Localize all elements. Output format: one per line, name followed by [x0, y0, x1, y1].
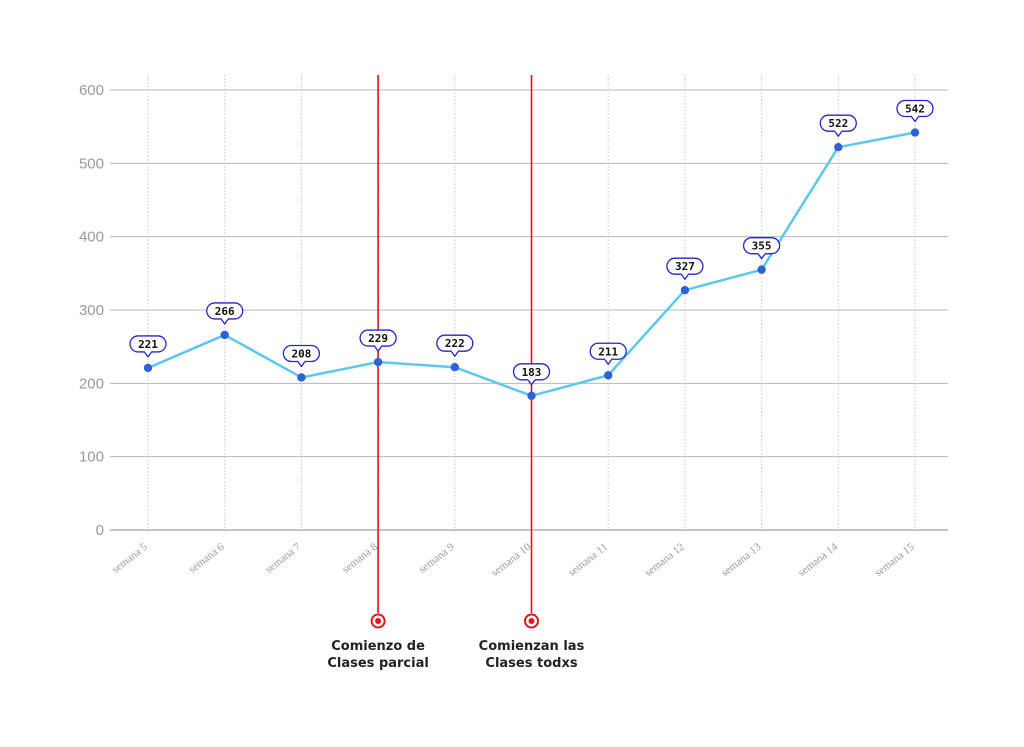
- annotation-text: Clases parcial: [327, 656, 428, 671]
- data-label: 211: [589, 342, 627, 365]
- data-point: [910, 128, 920, 137]
- data-label: 327: [666, 257, 704, 280]
- data-label: 266: [206, 302, 244, 325]
- data-label-text: 266: [215, 305, 235, 318]
- data-label-pointer: [373, 345, 383, 352]
- annotation-text: Clases todxs: [485, 656, 577, 671]
- data-label-text: 355: [752, 240, 772, 253]
- x-tick-label: semana 6: [187, 541, 227, 576]
- data-label-text: 327: [675, 260, 695, 273]
- data-label: 355: [742, 237, 781, 260]
- annotation-text: Comienzan las: [479, 639, 585, 654]
- data-label: 222: [436, 334, 474, 357]
- annotation-text: Comienzo de: [331, 639, 425, 654]
- y-tick-label: 100: [79, 449, 104, 466]
- x-tick-label: semana 8: [340, 541, 380, 576]
- x-tick-label: semana 10: [489, 541, 534, 580]
- data-label-pointer: [296, 360, 306, 368]
- y-grid: [110, 89, 948, 531]
- data-point: [757, 265, 766, 274]
- data-label-pointer: [603, 358, 613, 365]
- annotation-marker-dot: [375, 618, 382, 624]
- y-tick-label: 400: [79, 229, 104, 246]
- data-label-pointer-mask: [451, 349, 458, 352]
- data-label-text: 229: [368, 332, 388, 345]
- data-label-text: 221: [138, 338, 158, 351]
- data-label: 229: [359, 329, 397, 352]
- data-label: 522: [819, 114, 857, 137]
- x-tick-labels: semana 5 semana 6 semana 7 semana 8 semana 9…: [110, 541, 917, 580]
- y-tick-labels: 0 100 200 300 400 500 600: [79, 82, 104, 539]
- data-label-text: 211: [598, 345, 618, 358]
- data-point: [220, 330, 229, 340]
- x-tick-label: semana 13: [719, 541, 764, 580]
- data-label: 183: [512, 363, 551, 386]
- x-tick-label: semana 12: [643, 541, 687, 579]
- annotation-texts: Comienzo de Clases parcial Comienzan las Cl…: [327, 639, 584, 671]
- data-label-pointer: [143, 350, 153, 358]
- data-label-pointer-mask: [605, 357, 612, 360]
- y-tick-label: 600: [79, 82, 104, 99]
- x-tick-label: semana 5: [110, 541, 150, 576]
- data-label-pointer: [910, 115, 920, 123]
- y-tick-label: 0: [96, 522, 104, 539]
- x-tick-label: semana 14: [796, 541, 841, 580]
- data-point: [834, 143, 843, 152]
- data-label-pointer-mask: [221, 316, 228, 320]
- data-label-pointer: [757, 252, 767, 260]
- data-label-text: 208: [291, 347, 311, 360]
- data-label: 542: [896, 99, 934, 123]
- x-tick-label: semana 15: [873, 541, 918, 580]
- data-label-pointer: [833, 130, 843, 137]
- data-points: [143, 128, 920, 400]
- x-tick-label: semana 7: [263, 541, 303, 576]
- data-label-pointer-mask: [144, 349, 152, 353]
- data-label-pointer-mask: [528, 377, 535, 380]
- data-label-text: 183: [522, 366, 542, 379]
- data-label-pointer-mask: [374, 344, 382, 347]
- data-label-pointer: [220, 317, 230, 325]
- x-tick-label: semana 11: [566, 541, 610, 579]
- y-tick-label: 300: [79, 302, 104, 319]
- data-point: [450, 363, 459, 372]
- data-point: [143, 363, 153, 373]
- data-point: [373, 357, 383, 367]
- data-point: [527, 391, 536, 400]
- data-label-pointer-mask: [298, 359, 305, 362]
- data-point: [297, 373, 306, 382]
- data-label-text: 222: [445, 337, 465, 350]
- data-label-text: 542: [905, 103, 925, 116]
- y-tick-label: 200: [79, 375, 104, 392]
- data-label: 208: [282, 344, 321, 368]
- annotation-marker-dot: [528, 618, 535, 624]
- x-tick-label: semana 9: [417, 541, 457, 576]
- data-label-text: 522: [828, 117, 848, 130]
- data-label-pointer-mask: [911, 114, 919, 117]
- data-label-pointer: [450, 350, 460, 357]
- data-label-pointer: [680, 273, 690, 280]
- data-label: 221: [129, 335, 167, 358]
- data-label-pointer-mask: [681, 272, 689, 275]
- y-tick-label: 500: [79, 155, 104, 172]
- data-point: [604, 371, 613, 380]
- data-label-pointer-mask: [758, 251, 765, 254]
- data-label-pointer: [526, 378, 537, 386]
- data-labels: 221 266 208 229 222 183 211 327 355 522 542: [129, 99, 934, 386]
- data-label-pointer-mask: [835, 129, 842, 132]
- data-point: [680, 286, 690, 295]
